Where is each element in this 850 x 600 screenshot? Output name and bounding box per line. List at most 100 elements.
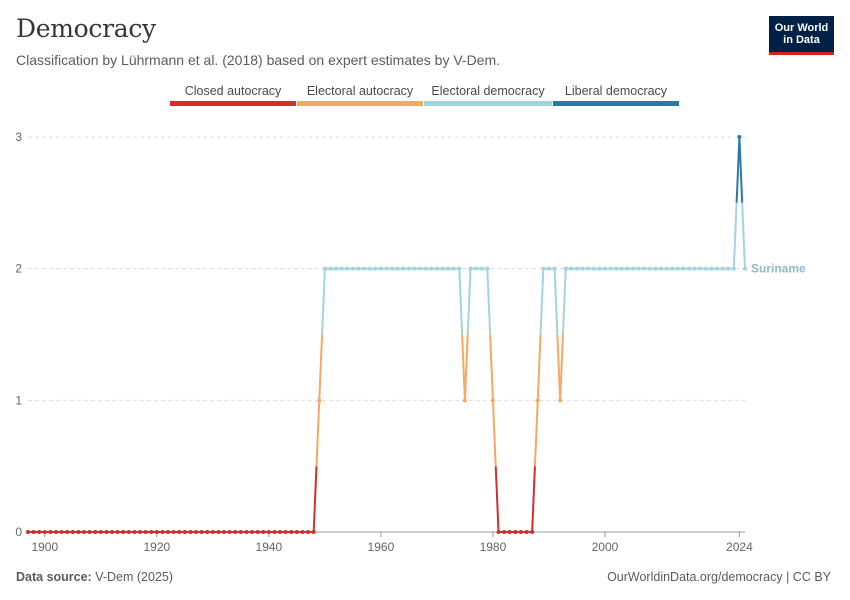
data-point — [558, 398, 563, 403]
data-point — [726, 266, 731, 271]
legend-swatch — [553, 101, 679, 106]
data-point — [714, 266, 719, 271]
x-tick-label: 1900 — [31, 540, 58, 554]
data-source-note: Data source: V-Dem (2025) — [16, 570, 173, 584]
legend-swatch — [424, 101, 552, 106]
x-tick-label: 1980 — [480, 540, 507, 554]
data-point — [418, 266, 423, 271]
data-point — [339, 266, 344, 271]
data-point — [65, 530, 70, 534]
data-point — [434, 266, 439, 271]
data-point — [524, 530, 529, 534]
legend-item-liberal-democracy[interactable]: Liberal democracy — [553, 84, 679, 106]
series-line-segment — [738, 136, 744, 203]
data-point — [743, 266, 747, 271]
series-line-segment — [494, 466, 500, 533]
data-point — [289, 530, 294, 534]
data-point — [199, 530, 204, 534]
legend-item-electoral-autocracy[interactable]: Electoral autocracy — [297, 84, 423, 106]
data-point — [138, 530, 143, 534]
data-point — [513, 530, 518, 534]
data-point — [485, 266, 490, 271]
data-point — [76, 530, 81, 534]
data-point — [194, 530, 199, 534]
data-point — [653, 266, 658, 271]
legend-item-closed-autocracy[interactable]: Closed autocracy — [170, 84, 296, 106]
logo-line-1: Our World — [774, 22, 829, 34]
data-point — [591, 266, 596, 271]
data-point — [182, 530, 187, 534]
data-point — [451, 266, 456, 271]
legend-swatch — [170, 101, 296, 106]
data-point — [636, 266, 641, 271]
data-point — [143, 530, 148, 534]
data-point — [345, 266, 350, 271]
series-line-segment — [458, 268, 464, 335]
data-point — [70, 530, 75, 534]
data-point — [597, 266, 602, 271]
y-tick-label: 2 — [15, 262, 22, 276]
data-point — [171, 530, 176, 534]
data-point — [670, 266, 675, 271]
data-point — [619, 266, 624, 271]
series-line-segment — [315, 400, 321, 467]
data-point — [149, 530, 154, 534]
data-point — [574, 266, 579, 271]
data-point — [546, 266, 551, 271]
data-point — [602, 266, 607, 271]
data-point — [48, 530, 53, 534]
data-point — [311, 530, 316, 534]
data-point — [698, 266, 703, 271]
series-line-segment — [312, 466, 318, 533]
source-value[interactable]: V-Dem (2025) — [95, 570, 174, 584]
data-point — [177, 530, 182, 534]
data-point — [328, 266, 333, 271]
x-tick-label: 2000 — [592, 540, 619, 554]
data-point — [423, 266, 428, 271]
data-point — [378, 266, 383, 271]
data-point — [395, 266, 400, 271]
legend-label: Liberal democracy — [564, 84, 668, 98]
data-point — [216, 530, 221, 534]
owid-logo[interactable]: Our World in Data — [769, 16, 834, 55]
chart-subtitle: Classification by Lührmann et al. (2018)… — [16, 52, 501, 68]
data-point — [367, 266, 372, 271]
data-point — [166, 530, 171, 534]
data-point — [535, 398, 540, 403]
legend-label: Closed autocracy — [184, 84, 282, 98]
data-point — [406, 266, 411, 271]
data-point — [709, 266, 714, 271]
data-point — [238, 530, 243, 534]
data-point — [440, 266, 445, 271]
data-point — [59, 530, 64, 534]
x-tick-label: 1940 — [256, 540, 283, 554]
series-line-segment — [318, 334, 324, 401]
data-point — [250, 530, 255, 534]
data-point — [563, 266, 568, 271]
chart-title: Democracy — [16, 14, 156, 43]
series-line-segment — [489, 334, 494, 401]
data-point — [462, 398, 467, 403]
data-point — [446, 266, 451, 271]
series-line-segment — [533, 400, 539, 467]
y-tick-label: 3 — [15, 130, 22, 144]
series-line-segment — [559, 334, 564, 401]
data-point — [412, 266, 417, 271]
legend-swatch — [297, 101, 423, 106]
footer-link[interactable]: OurWorldinData.org/democracy | CC BY — [607, 570, 831, 584]
data-point — [42, 530, 47, 534]
data-point — [401, 266, 406, 271]
legend-item-electoral-democracy[interactable]: Electoral democracy — [424, 84, 552, 106]
data-point — [121, 530, 126, 534]
data-point — [278, 530, 283, 534]
data-point — [356, 266, 361, 271]
data-point — [737, 135, 742, 139]
data-point — [300, 530, 305, 534]
series-line-segment — [463, 334, 469, 401]
y-tick-label: 0 — [15, 525, 22, 539]
data-point — [686, 266, 691, 271]
x-tick-label: 1920 — [143, 540, 170, 554]
data-point — [87, 530, 92, 534]
data-point — [580, 266, 585, 271]
